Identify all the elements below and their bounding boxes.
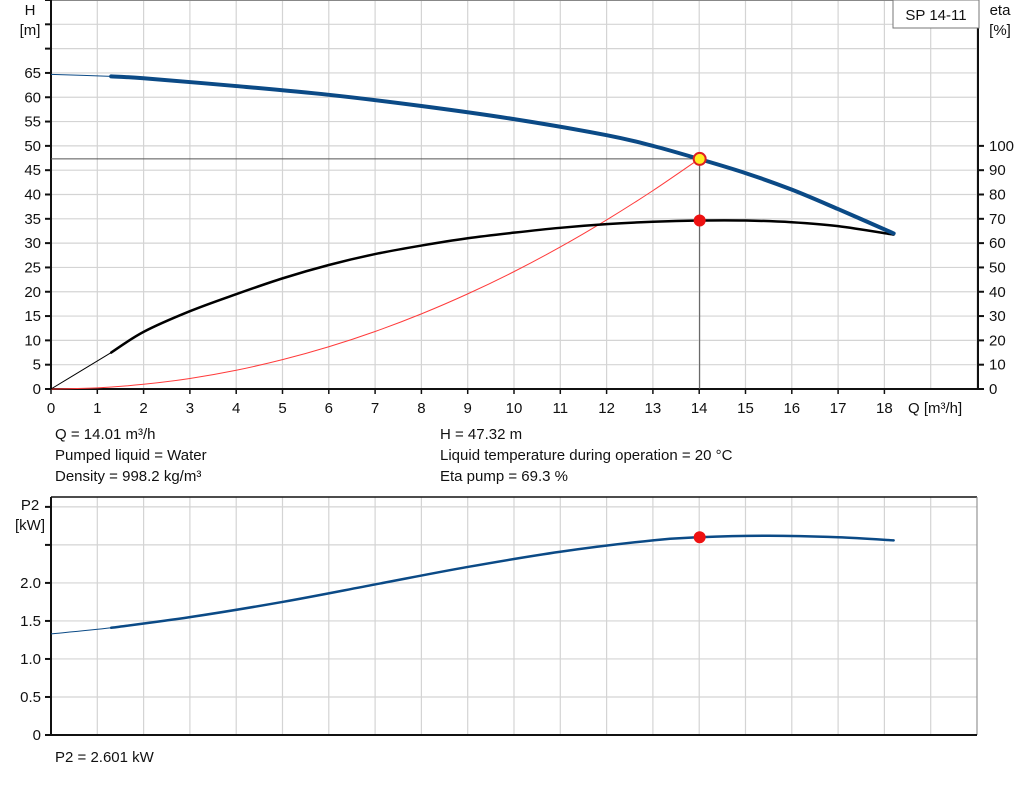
x-tick-label: 4 — [232, 400, 240, 417]
eta-tick-label: 70 — [989, 211, 1006, 228]
y-tick-label: 30 — [24, 235, 41, 252]
eta-tick-label: 20 — [989, 332, 1006, 349]
x-axis-label: Q [m³/h] — [908, 400, 962, 417]
x-tick-label: 15 — [737, 400, 754, 417]
eta-tick-label: 0 — [989, 381, 997, 398]
y-tick-label: 55 — [24, 114, 41, 131]
eta-tick-label: 80 — [989, 187, 1006, 204]
h-curve — [109, 74, 896, 236]
p2-unit: [kW] — [15, 517, 45, 534]
y-right-label-unit: [%] — [989, 22, 1011, 39]
y-tick-label: 40 — [24, 187, 41, 204]
x-tick-label: 3 — [186, 400, 194, 417]
system-curve — [50, 158, 700, 390]
eta-curve-thin — [50, 219, 894, 390]
model-label: SP 14-11 — [905, 7, 966, 24]
x-tick-label: 10 — [506, 400, 523, 417]
y-tick-label: 65 — [24, 65, 41, 82]
top-grid: 0 1 2 3 4 5 6 7 8 9 10 11 12 13 14 15 16 17 18051015202530… — [24, 0, 1014, 417]
eta-tick-label: 40 — [989, 284, 1006, 301]
x-tick-label: 5 — [278, 400, 286, 417]
p2-tick-label: 0.5 — [20, 689, 41, 706]
y-left-label-unit: [m] — [20, 22, 41, 39]
eta-tick-label: 100 — [989, 138, 1014, 155]
x-tick-label: 11 — [553, 400, 569, 417]
p2-tick-label: 2.0 — [20, 575, 41, 592]
p2-tick-label: 0 — [33, 727, 41, 744]
x-tick-label: 8 — [417, 400, 425, 417]
y-tick-label: 45 — [24, 162, 41, 179]
duty-point-eta — [693, 214, 706, 227]
y-tick-label: 5 — [33, 357, 41, 374]
eta-tick-label: 10 — [989, 357, 1006, 374]
x-tick-label: 0 — [47, 400, 55, 417]
chart-marks — [50, 73, 896, 635]
y-tick-label: 25 — [24, 259, 41, 276]
info-q: Q = 14.01 m³/h — [55, 426, 155, 443]
x-tick-label: 2 — [139, 400, 147, 417]
duty-point-h — [692, 151, 707, 166]
info-temp: Liquid temperature during operation = 20… — [440, 447, 733, 464]
duty-point-p2 — [693, 531, 706, 544]
eta-tick-label: 90 — [989, 162, 1006, 179]
x-tick-label: 18 — [876, 400, 893, 417]
y-tick-label: 10 — [24, 332, 41, 349]
x-tick-label: 6 — [325, 400, 333, 417]
x-tick-label: 12 — [598, 400, 615, 417]
p2-curve — [109, 534, 895, 630]
eta-tick-label: 30 — [989, 308, 1006, 325]
p2-label: P2 — [21, 497, 39, 514]
h-curve-thin — [50, 73, 894, 234]
x-tick-label: 14 — [691, 400, 708, 417]
x-tick-label: 1 — [93, 400, 101, 417]
p2-tick-label: 1.0 — [20, 651, 41, 668]
y-tick-label: 50 — [24, 138, 41, 155]
y-left-label-h: H — [25, 2, 36, 19]
x-tick-label: 16 — [783, 400, 800, 417]
x-tick-label: 17 — [830, 400, 847, 417]
y-tick-label: 15 — [24, 308, 41, 325]
y-tick-label: 60 — [24, 89, 41, 106]
info-liquid: Pumped liquid = Water — [55, 447, 207, 464]
x-tick-label: 7 — [371, 400, 379, 417]
y-tick-label: 20 — [24, 284, 41, 301]
y-tick-label: 35 — [24, 211, 41, 228]
model-label-box — [892, 0, 980, 29]
eta-tick-label: 60 — [989, 235, 1006, 252]
info-h: H = 47.32 m — [440, 426, 522, 443]
info-p2: P2 = 2.601 kW — [55, 749, 155, 766]
p2-tick-label: 1.5 — [20, 613, 41, 630]
eta-tick-label: 50 — [989, 259, 1006, 276]
info-density: Density = 998.2 kg/m³ — [55, 468, 201, 485]
x-tick-label: 9 — [464, 400, 472, 417]
eta-curve — [109, 219, 895, 354]
y-right-label-eta: eta — [990, 2, 1012, 19]
info-eta: Eta pump = 69.3 % — [440, 468, 568, 485]
y-tick-label: 0 — [33, 381, 41, 398]
x-tick-label: 13 — [645, 400, 662, 417]
